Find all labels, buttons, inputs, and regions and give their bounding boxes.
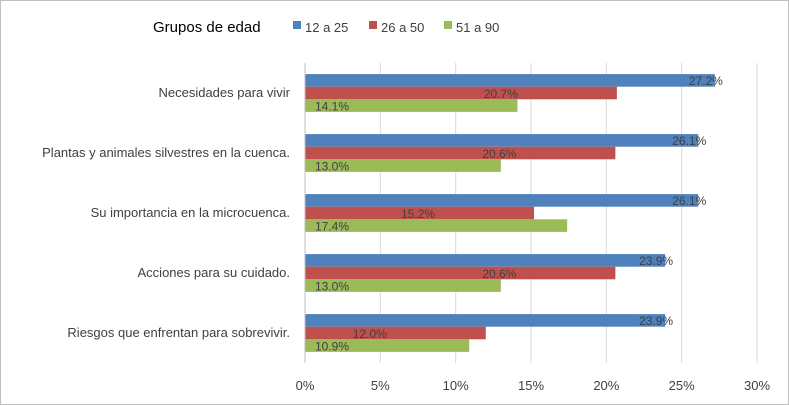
data-label: 14.1% xyxy=(315,99,349,113)
data-label: 23.9% xyxy=(639,254,673,268)
bars: 27.2% 20.7% 14.1% 26.1% 20.6% 13.0% 26.1% 15.2%… xyxy=(305,74,723,353)
bar-3 xyxy=(305,219,568,232)
bar-1 xyxy=(305,194,699,207)
legend: Grupos de edad 12 a 25 26 a 50 51 a 90 xyxy=(153,19,499,36)
data-label: 20.7% xyxy=(484,87,518,101)
data-label: 13.0% xyxy=(315,279,349,293)
bar-3 xyxy=(305,279,501,292)
x-tick-label: 0% xyxy=(296,378,315,393)
bar-3 xyxy=(305,339,470,352)
data-label: 17.4% xyxy=(315,219,349,233)
bar-2 xyxy=(305,86,617,100)
legend-label-2: 26 a 50 xyxy=(381,20,424,35)
category-label: Acciones para su cuidado. xyxy=(138,265,290,280)
bar-2 xyxy=(305,146,616,160)
legend-swatch-2 xyxy=(369,21,377,29)
data-label: 13.0% xyxy=(315,159,349,173)
x-tick-label: 30% xyxy=(744,378,770,393)
legend-swatch-3 xyxy=(444,21,452,29)
data-label: 15.2% xyxy=(401,207,435,221)
bar-2 xyxy=(305,266,616,280)
data-label: 26.1% xyxy=(672,134,706,148)
x-tick-label: 20% xyxy=(593,378,619,393)
x-tick-label: 15% xyxy=(518,378,544,393)
legend-swatch-1 xyxy=(293,21,301,29)
category-label: Riesgos que enfrentan para sobrevivir. xyxy=(67,325,290,340)
category-label: Plantas y animales silvestres en la cuen… xyxy=(42,145,290,160)
x-axis: 0% 5% 10% 15% 20% 25% 30% xyxy=(296,63,770,393)
bar-1 xyxy=(305,314,666,327)
data-label: 20.6% xyxy=(482,267,516,281)
category-label: Su importancia en la microcuenca. xyxy=(91,205,290,220)
x-tick-label: 10% xyxy=(443,378,469,393)
bar-2 xyxy=(305,326,486,340)
data-label: 20.6% xyxy=(482,147,516,161)
x-tick-label: 25% xyxy=(669,378,695,393)
legend-label-3: 51 a 90 xyxy=(456,20,499,35)
data-label: 10.9% xyxy=(315,339,349,353)
legend-title: Grupos de edad xyxy=(153,19,261,36)
bar-3 xyxy=(305,99,518,112)
data-label: 27.2% xyxy=(689,74,723,88)
category-label: Necesidades para vivir xyxy=(158,85,290,100)
bar-2 xyxy=(305,206,535,220)
x-tick-label: 5% xyxy=(371,378,390,393)
bar-1 xyxy=(305,134,699,147)
bar-3 xyxy=(305,159,501,172)
data-label: 26.1% xyxy=(672,194,706,208)
bar-1 xyxy=(305,254,666,267)
data-label: 12.0% xyxy=(353,327,387,341)
category-axis: Necesidades para vivir Plantas y animales… xyxy=(42,85,291,340)
bar-1 xyxy=(305,74,715,87)
legend-label-1: 12 a 25 xyxy=(305,20,348,35)
data-label: 23.9% xyxy=(639,314,673,328)
